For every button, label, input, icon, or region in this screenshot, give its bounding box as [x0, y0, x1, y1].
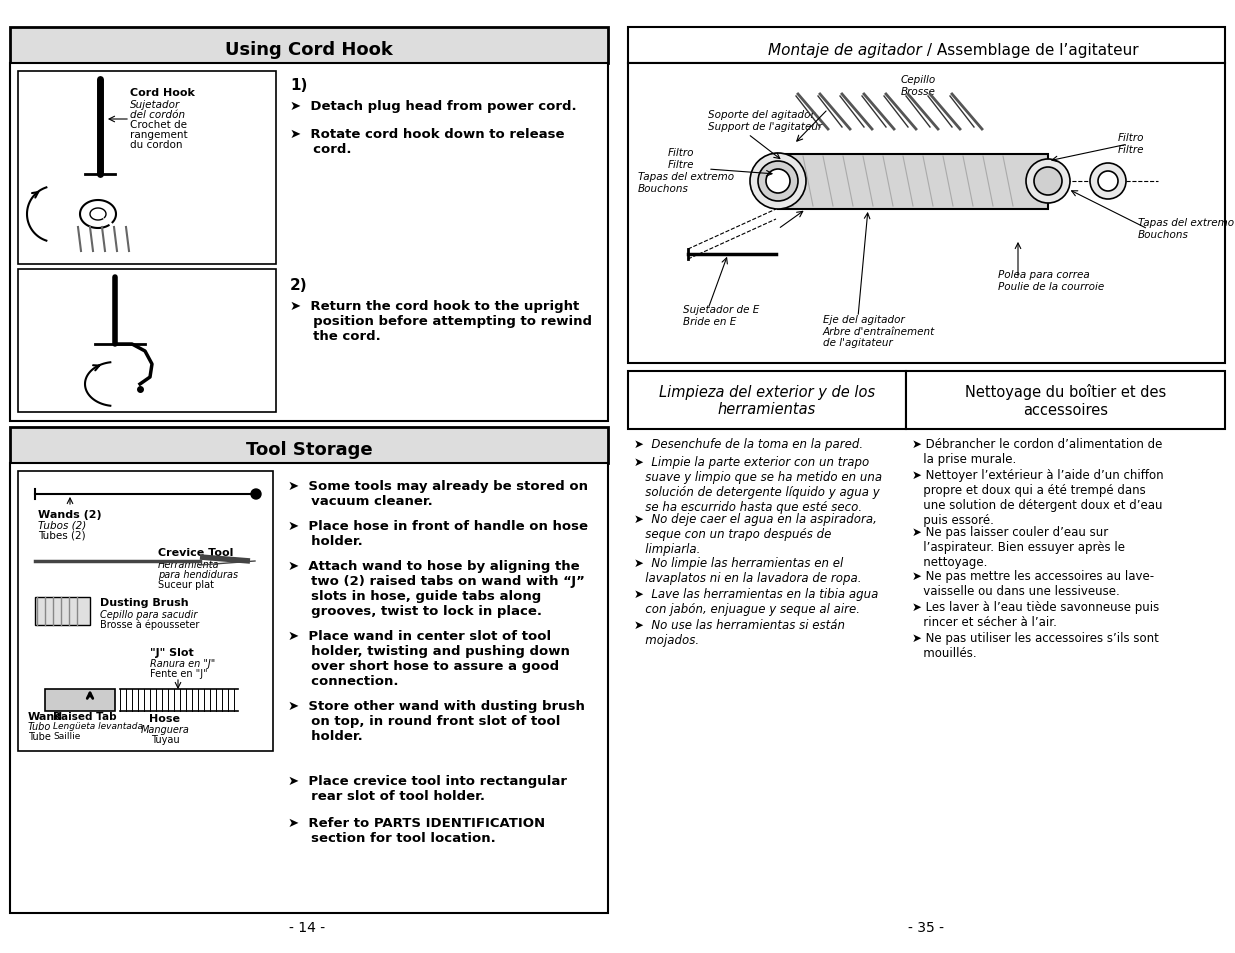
Bar [778, 154, 1049, 210]
Bar [629, 372, 906, 430]
Text: Tapas del extremo
Bouchons: Tapas del extremo Bouchons [638, 172, 734, 193]
Text: Wands (2): Wands (2) [38, 510, 101, 519]
Text: para hendiduras: para hendiduras [158, 569, 238, 579]
Circle shape [1098, 172, 1118, 192]
Text: Tubos (2): Tubos (2) [38, 520, 86, 531]
Text: Tubes (2): Tubes (2) [38, 531, 85, 540]
Bar [44, 689, 115, 711]
Text: ➤  Store other wand with dusting brush
     on top, in round front slot of tool
: ➤ Store other wand with dusting brush on… [288, 700, 585, 742]
Text: Cepillo
Brosse: Cepillo Brosse [900, 75, 936, 96]
Text: Brosse à épousseter: Brosse à épousseter [100, 619, 199, 630]
Circle shape [1091, 164, 1126, 200]
Bar [10, 463, 608, 913]
Bar [19, 472, 273, 751]
Text: Montaje de agitador: Montaje de agitador [768, 43, 921, 57]
Text: ➤  No deje caer el agua en la aspiradora,
   seque con un trapo después de
   li: ➤ No deje caer el agua en la aspiradora,… [634, 513, 877, 556]
Text: ➤ Les laver à l’eau tiède savonneuse puis
   rincer et sécher à l’air.: ➤ Les laver à l’eau tiède savonneuse pui… [911, 600, 1160, 628]
Text: Tapas del extremo
Bouchons: Tapas del extremo Bouchons [1137, 218, 1234, 239]
Text: ➤  Return the cord hook to the upright
     position before attempting to rewind: ➤ Return the cord hook to the upright po… [290, 299, 592, 343]
Circle shape [750, 153, 806, 210]
Text: Tuyau: Tuyau [151, 734, 179, 744]
Text: Limpieza del exterior y de los
herramientas: Limpieza del exterior y de los herramien… [659, 384, 876, 416]
Text: Filtro
Filtre: Filtro Filtre [1118, 132, 1145, 154]
Text: Ranura en "J": Ranura en "J" [149, 659, 215, 668]
Bar [10, 64, 608, 421]
Text: Sujetador: Sujetador [130, 100, 180, 110]
Text: Cepillo para sacudir: Cepillo para sacudir [100, 609, 198, 619]
Bar [35, 598, 90, 625]
Text: du cordon: du cordon [130, 140, 183, 150]
Text: ➤  Place hose in front of handle on hose
     holder.: ➤ Place hose in front of handle on hose … [288, 519, 588, 547]
Text: ➤ Ne pas laisser couler d’eau sur
   l’aspirateur. Bien essuyer après le
   nett: ➤ Ne pas laisser couler d’eau sur l’aspi… [911, 525, 1125, 568]
Text: Fente en "J": Fente en "J" [149, 668, 207, 679]
Text: ➤ Ne pas mettre les accessoires au lave-
   vaisselle ou dans une lessiveuse.: ➤ Ne pas mettre les accessoires au lave-… [911, 569, 1155, 598]
Text: - 35 -: - 35 - [909, 920, 945, 934]
Text: 1): 1) [290, 78, 308, 92]
Text: Cord Hook: Cord Hook [130, 88, 195, 98]
Text: Herramienta: Herramienta [158, 559, 220, 569]
Bar [629, 28, 1225, 64]
Text: Polea para correa
Poulie de la courroie: Polea para correa Poulie de la courroie [998, 270, 1104, 292]
Text: Saillie: Saillie [53, 731, 80, 740]
Text: ➤  Limpie la parte exterior con un trapo
   suave y limpio que se ha metido en u: ➤ Limpie la parte exterior con un trapo … [634, 456, 882, 514]
Text: ➤  Some tools may already be stored on
     vacuum cleaner.: ➤ Some tools may already be stored on va… [288, 479, 588, 507]
Text: ➤ Ne pas utiliser les accessoires s’ils sont
   mouillés.: ➤ Ne pas utiliser les accessoires s’ils … [911, 631, 1158, 659]
Text: ➤  Attach wand to hose by aligning the
     two (2) raised tabs on wand with “J”: ➤ Attach wand to hose by aligning the tw… [288, 559, 585, 618]
Text: Raised Tab: Raised Tab [53, 711, 116, 721]
Text: - 14 -: - 14 - [289, 920, 325, 934]
Text: ➤ Nettoyer l’extérieur à l’aide d’un chiffon
   propre et doux qui a été trempé : ➤ Nettoyer l’extérieur à l’aide d’un chi… [911, 469, 1163, 526]
Text: Wand: Wand [28, 711, 63, 721]
Circle shape [766, 170, 790, 193]
Text: Dusting Brush: Dusting Brush [100, 598, 189, 607]
Text: Nettoyage du boîtier et des
accessoires: Nettoyage du boîtier et des accessoires [965, 384, 1166, 417]
Text: Tool Storage: Tool Storage [246, 440, 372, 458]
Text: "J" Slot: "J" Slot [149, 647, 194, 658]
Text: Crochet de: Crochet de [130, 120, 186, 130]
Text: Lengüeta levantada: Lengüeta levantada [53, 721, 143, 730]
Text: Hose: Hose [149, 713, 180, 723]
Text: Filtro
Filtre: Filtro Filtre [668, 148, 694, 170]
Text: ➤ Débrancher le cordon d’alimentation de
   la prise murale.: ➤ Débrancher le cordon d’alimentation de… [911, 437, 1162, 465]
Bar [906, 372, 1225, 430]
Bar [19, 71, 275, 265]
Text: ➤  Place wand in center slot of tool
     holder, twisting and pushing down
    : ➤ Place wand in center slot of tool hold… [288, 629, 569, 687]
Text: ➤  Lave las herramientas en la tibia agua
   con jabón, enjuague y seque al aire: ➤ Lave las herramientas en la tibia agua… [634, 587, 878, 616]
Text: Suceur plat: Suceur plat [158, 579, 214, 589]
Text: Soporte del agitador
Support de l'agitateur: Soporte del agitador Support de l'agitat… [708, 110, 823, 132]
Text: ➤  No limpie las herramientas en el
   lavaplatos ni en la lavadora de ropa.: ➤ No limpie las herramientas en el lavap… [634, 557, 862, 584]
Text: ➤  No use las herramientas si están
   mojados.: ➤ No use las herramientas si están mojad… [634, 618, 845, 646]
Circle shape [1026, 160, 1070, 204]
Bar [10, 28, 608, 64]
Text: Crevice Tool: Crevice Tool [158, 547, 233, 558]
Circle shape [251, 490, 261, 499]
Text: ➤  Rotate cord hook down to release
     cord.: ➤ Rotate cord hook down to release cord. [290, 128, 564, 156]
Text: / Assemblage de l’agitateur: / Assemblage de l’agitateur [921, 43, 1139, 57]
Text: ➤  Detach plug head from power cord.: ➤ Detach plug head from power cord. [290, 100, 577, 112]
Text: ➤  Place crevice tool into rectangular
     rear slot of tool holder.: ➤ Place crevice tool into rectangular re… [288, 774, 567, 802]
Circle shape [1034, 168, 1062, 195]
Text: Using Cord Hook: Using Cord Hook [225, 41, 393, 59]
Bar [10, 428, 608, 463]
Text: ➤  Desenchufe de la toma en la pared.: ➤ Desenchufe de la toma en la pared. [634, 437, 863, 451]
Text: 2): 2) [290, 277, 308, 293]
Text: rangement: rangement [130, 130, 188, 140]
Text: Sujetador de E
Bride en E: Sujetador de E Bride en E [683, 305, 760, 326]
Bar [629, 64, 1225, 364]
Circle shape [758, 162, 798, 202]
Bar [19, 270, 275, 413]
Text: ➤  Refer to PARTS IDENTIFICATION
     section for tool location.: ➤ Refer to PARTS IDENTIFICATION section … [288, 816, 545, 844]
Text: del cordón: del cordón [130, 110, 185, 120]
Text: Tube: Tube [28, 731, 51, 741]
Text: Manguera: Manguera [141, 724, 189, 734]
Text: Tubo: Tubo [28, 721, 52, 731]
Text: Eje del agitador
Arbre d'entraînement
de l'agitateur: Eje del agitador Arbre d'entraînement de… [823, 314, 935, 348]
